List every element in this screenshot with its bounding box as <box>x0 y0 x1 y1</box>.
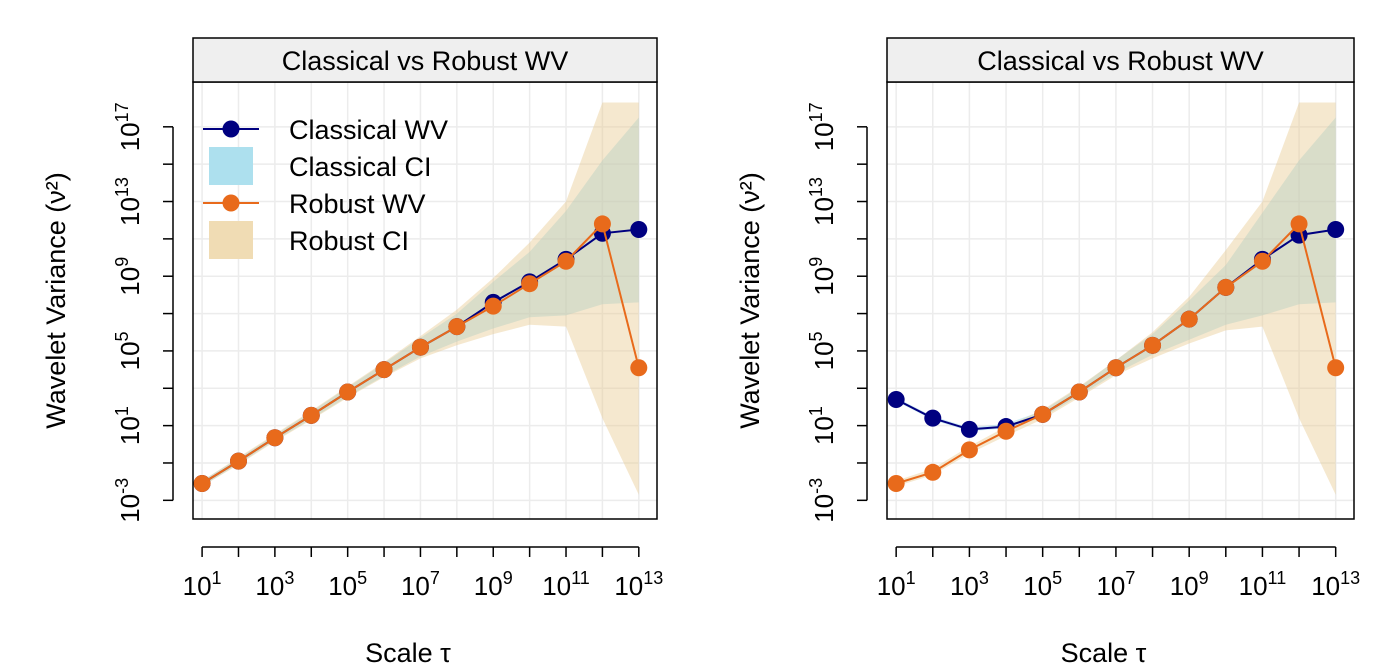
data-point-classical-wv <box>887 390 905 408</box>
title-strip <box>886 37 1355 83</box>
legend-point <box>222 120 240 138</box>
data-point-robust-wv <box>960 441 978 459</box>
data-point-robust-wv <box>1327 359 1345 377</box>
y-tick-label: 101 <box>806 406 839 445</box>
data-point-robust-wv <box>266 429 284 447</box>
y-tick-label: 105 <box>806 331 839 370</box>
y-axis-label: Wavelet Variance (ν²) <box>735 172 765 429</box>
y-tick-label: 10-3 <box>806 478 839 523</box>
data-point-robust-wv <box>411 338 429 356</box>
legend-label: Robust WV <box>289 189 426 219</box>
x-tick-label: 1011 <box>1239 568 1287 601</box>
x-tick-label: 105 <box>1023 568 1062 601</box>
data-point-robust-wv <box>302 406 320 424</box>
title-strip <box>192 37 658 83</box>
data-point-robust-wv <box>1034 405 1052 423</box>
x-tick-label: 101 <box>877 568 916 601</box>
x-axis: 101 103 105 107 109 1011 1013 <box>183 546 663 601</box>
y-axis-label: Wavelet Variance (ν²) <box>41 172 71 429</box>
y-tick-label: 101 <box>112 406 145 445</box>
y-tick-label: 1017 <box>806 102 839 151</box>
data-point-robust-wv <box>375 361 393 379</box>
data-point-robust-wv <box>448 318 466 336</box>
data-point-robust-wv <box>1107 359 1125 377</box>
chart-title: Classical vs Robust WV <box>977 46 1264 76</box>
x-tick-label: 107 <box>401 568 440 601</box>
y-tick-label: 1017 <box>112 102 145 151</box>
x-tick-label: 1013 <box>1311 568 1360 601</box>
data-point-robust-wv <box>924 463 942 481</box>
data-point-robust-wv <box>521 275 539 293</box>
legend-swatch <box>209 221 253 259</box>
x-axis: 101 103 105 107 109 1011 1013 <box>877 546 1360 601</box>
x-axis-label: Scale τ <box>365 638 451 668</box>
x-tick-label: 105 <box>328 568 367 601</box>
x-tick-label: 109 <box>474 568 513 601</box>
legend-item: Classical CI <box>209 147 432 185</box>
legend-label: Robust CI <box>289 226 409 256</box>
data-point-robust-wv <box>887 475 905 493</box>
data-point-robust-wv <box>193 475 211 493</box>
legend-item: Robust WV <box>203 189 426 219</box>
y-tick-label: 109 <box>806 257 839 296</box>
legend: Classical WV Classical CI Robust WV Robust … <box>203 115 448 259</box>
data-point-robust-wv <box>997 422 1015 440</box>
data-point-robust-wv <box>1180 310 1198 328</box>
data-point-robust-wv <box>1290 215 1308 233</box>
ci-band-robust-wv <box>896 102 1336 495</box>
data-point-robust-wv <box>557 252 575 270</box>
y-tick-label: 1013 <box>112 177 145 226</box>
legend-item: Robust CI <box>209 221 409 259</box>
legend-item: Classical WV <box>203 115 448 145</box>
data-point-classical-wv <box>630 221 648 239</box>
x-tick-label: 103 <box>255 568 294 601</box>
ci-band-classical-wv <box>202 117 639 487</box>
x-axis-label: Scale τ <box>1061 638 1147 668</box>
y-tick-label: 109 <box>112 257 145 296</box>
x-tick-label: 107 <box>1096 568 1135 601</box>
data-point-robust-wv <box>593 215 611 233</box>
data-point-classical-wv <box>960 420 978 438</box>
x-tick-label: 101 <box>183 568 222 601</box>
data-point-classical-wv <box>1327 221 1345 239</box>
x-tick-label: 1011 <box>542 568 590 601</box>
x-tick-label: 1013 <box>614 568 663 601</box>
data-point-robust-wv <box>1144 336 1162 354</box>
data-point-robust-wv <box>630 359 648 377</box>
data-point-robust-wv <box>1070 383 1088 401</box>
data-point-robust-wv <box>1217 278 1235 296</box>
chart-title: Classical vs Robust WV <box>282 46 569 76</box>
data-point-robust-wv <box>1253 252 1271 270</box>
y-tick-label: 1013 <box>806 177 839 226</box>
legend-label: Classical CI <box>289 152 432 182</box>
legend-point <box>222 194 240 212</box>
y-axis: 10-3 101 105 109 1013 1017 <box>806 102 868 523</box>
legend-swatch <box>209 147 253 185</box>
series-robust-wv <box>193 215 648 493</box>
data-point-classical-wv <box>924 409 942 427</box>
data-point-robust-wv <box>339 383 357 401</box>
data-point-robust-wv <box>229 452 247 470</box>
y-tick-label: 105 <box>112 331 145 370</box>
series-robust-wv <box>887 215 1345 493</box>
y-tick-label: 10-3 <box>112 478 145 523</box>
x-tick-label: 109 <box>1170 568 1209 601</box>
data-point-robust-wv <box>484 297 502 315</box>
y-axis: 10-3 101 105 109 1013 1017 <box>112 102 174 523</box>
x-tick-label: 103 <box>950 568 989 601</box>
legend-label: Classical WV <box>289 115 448 145</box>
